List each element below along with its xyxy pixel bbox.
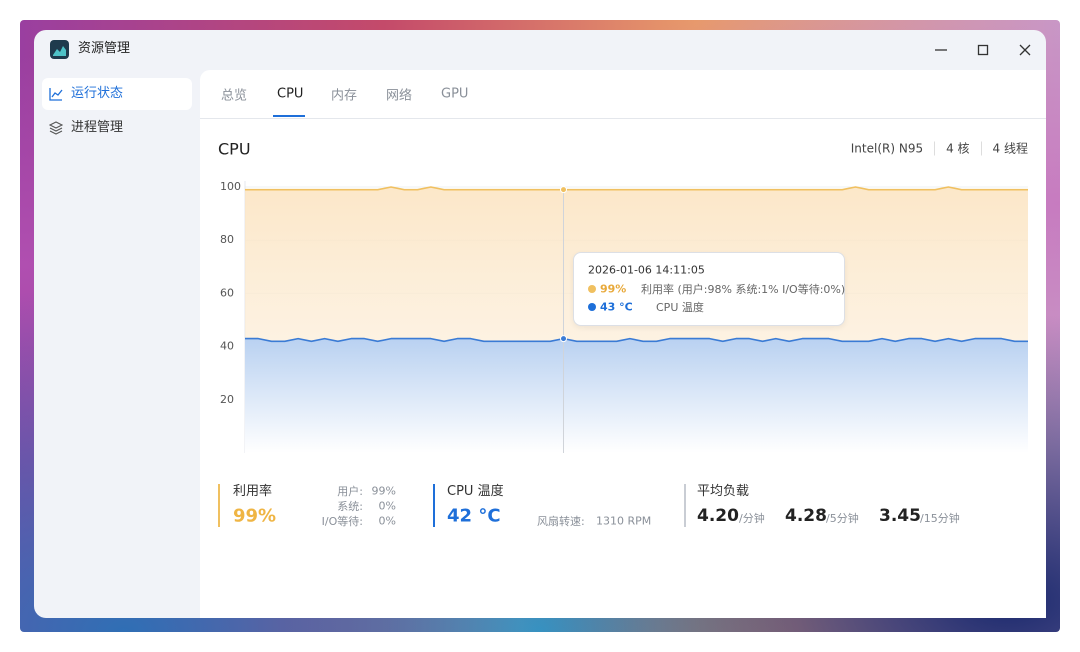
sidebar-item[interactable]: 进程管理 bbox=[71, 120, 124, 135]
y-tick-label: 60 bbox=[220, 286, 234, 299]
window-controls[interactable] bbox=[930, 40, 1035, 60]
tooltip-dot bbox=[588, 285, 596, 293]
tab[interactable]: GPU bbox=[441, 86, 469, 102]
spec: Intel(R) N95 bbox=[850, 141, 924, 155]
tab-underline bbox=[273, 115, 305, 117]
load-unit: /15分钟 bbox=[920, 512, 960, 525]
detail-label: 系统: bbox=[337, 500, 363, 513]
divider bbox=[200, 118, 1046, 119]
sidebar-active-bg[interactable] bbox=[42, 78, 192, 110]
fan-label: 风扇转速: bbox=[537, 515, 585, 528]
stat-value: 42 °C bbox=[447, 505, 501, 527]
process-icon bbox=[49, 121, 63, 135]
separator bbox=[980, 141, 982, 155]
load-value: 3.45 bbox=[879, 506, 921, 526]
hover-point bbox=[560, 186, 568, 194]
stat-label: 利用率 bbox=[233, 484, 273, 499]
close-button[interactable] bbox=[1019, 44, 1031, 56]
tab-active[interactable]: CPU bbox=[277, 86, 304, 102]
tab[interactable]: 网络 bbox=[386, 88, 413, 104]
detail-value: 0% bbox=[378, 499, 396, 513]
tooltip-dot bbox=[588, 303, 596, 311]
y-tick-label: 80 bbox=[220, 233, 234, 246]
tooltip-time: 2026-01-06 14:11:05 bbox=[588, 263, 705, 277]
window-title: 资源管理 bbox=[78, 41, 131, 56]
sidebar-item[interactable]: 运行状态 bbox=[71, 86, 124, 101]
load-value: 4.20 bbox=[697, 506, 739, 526]
area bbox=[245, 338, 1028, 453]
tooltip-label: 利用率 (用户:98% 系统:1% I/O等待:0%) bbox=[641, 283, 846, 296]
stat-bar bbox=[433, 484, 435, 527]
section-title: CPU bbox=[218, 139, 251, 159]
specs: Intel(R) N95 4 核 4 线程 bbox=[851, 140, 1028, 157]
fan-value: 1310 RPM bbox=[596, 514, 652, 528]
stat-value: 99% bbox=[233, 505, 277, 527]
hover-point bbox=[560, 335, 568, 343]
y-tick-label: 20 bbox=[220, 393, 234, 406]
series-line bbox=[245, 186, 1028, 191]
y-tick-label: 100 bbox=[220, 180, 241, 193]
y-tick-label: 40 bbox=[220, 340, 234, 353]
detail-label: I/O等待: bbox=[321, 515, 363, 528]
app-icon bbox=[50, 40, 69, 59]
stat-label: CPU 温度 bbox=[447, 484, 504, 499]
stat-bar bbox=[218, 484, 220, 527]
separator bbox=[934, 141, 936, 155]
status-icon bbox=[49, 88, 63, 101]
tab[interactable]: 内存 bbox=[331, 88, 358, 104]
tab[interactable]: 总览 bbox=[221, 88, 248, 104]
series-line bbox=[245, 337, 1028, 343]
spec: 4 线程 bbox=[992, 141, 1028, 156]
load-value: 4.28 bbox=[785, 506, 827, 526]
detail-value: 0% bbox=[378, 514, 396, 528]
tooltip-label: CPU 温度 bbox=[656, 301, 704, 314]
detail-value: 99% bbox=[371, 484, 396, 498]
stat-bar bbox=[684, 484, 686, 527]
maximize-button[interactable] bbox=[977, 44, 989, 56]
stat-label: 平均负载 bbox=[697, 484, 750, 499]
detail-label: 用户: bbox=[337, 485, 363, 498]
tooltip bbox=[573, 252, 845, 326]
tooltip-value: 99% bbox=[600, 282, 627, 296]
load-unit: /5分钟 bbox=[826, 512, 859, 525]
spec: 4 核 bbox=[946, 141, 970, 156]
load-unit: /分钟 bbox=[739, 512, 765, 525]
tooltip-value: 43 °C bbox=[600, 300, 633, 314]
